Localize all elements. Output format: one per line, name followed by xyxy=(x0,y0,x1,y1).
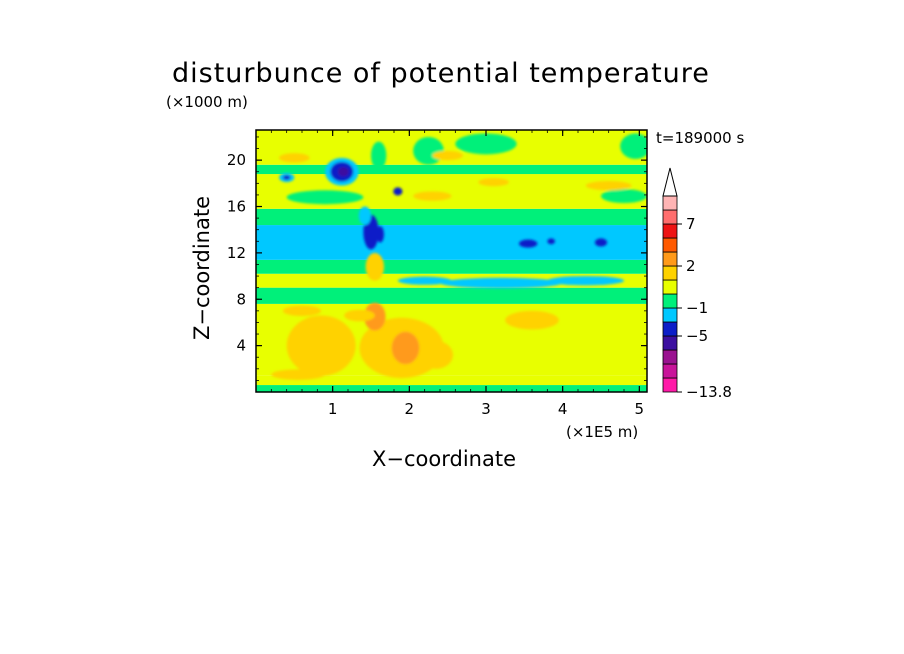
contour-blob-14 xyxy=(376,226,385,243)
colorbar-level-7 xyxy=(662,279,678,295)
contour-blob-4 xyxy=(344,309,375,322)
contour-band-5 xyxy=(256,259,647,274)
contour-blob-18 xyxy=(594,238,608,247)
colorbar-label-0: −13.8 xyxy=(686,383,732,401)
contour-blob-32 xyxy=(413,191,452,201)
contour-blob-35 xyxy=(432,150,463,161)
chart-title: disturbunce of potential temperature xyxy=(172,58,710,89)
x-tick-label-3: 4 xyxy=(558,400,568,418)
y-tick-label-2: 12 xyxy=(227,244,246,262)
contour-blob-8 xyxy=(282,305,322,317)
contour-blob-23 xyxy=(282,175,291,180)
colorbar-label-1: −5 xyxy=(686,327,708,345)
colorbar-level-6 xyxy=(662,293,678,309)
x-axis-label: X−coordinate xyxy=(372,447,516,471)
contour-band-1 xyxy=(256,375,647,386)
colorbar: −13.8 −5 −1 2 7 xyxy=(662,167,732,401)
colorbar-level-9 xyxy=(662,251,678,267)
contour-blob-11 xyxy=(440,277,563,289)
contour-blob-7 xyxy=(505,310,559,330)
contour-blob-0 xyxy=(286,315,356,376)
contour-blob-16 xyxy=(518,239,538,248)
contour-blob-29 xyxy=(286,190,364,205)
contour-blob-34 xyxy=(478,178,509,187)
y-tick-label-4: 20 xyxy=(227,151,246,169)
contour-blob-2 xyxy=(391,331,420,365)
colorbar-level-4 xyxy=(662,321,678,337)
contour-blob-9 xyxy=(365,252,385,281)
y-tick-label-1: 8 xyxy=(236,290,246,308)
contour-blob-25 xyxy=(371,141,387,170)
colorbar-level-8 xyxy=(662,265,678,281)
contour-blob-5 xyxy=(419,340,454,369)
x-tick-label-2: 3 xyxy=(481,400,491,418)
contour-blob-12 xyxy=(547,276,625,286)
colorbar-level-1 xyxy=(662,363,678,379)
colorbar-level-0 xyxy=(662,377,678,393)
colorbar-level-10 xyxy=(662,237,678,253)
contour-blob-21 xyxy=(338,167,349,177)
colorbar-level-12 xyxy=(662,209,678,225)
y-axis-unit: (×1000 m) xyxy=(166,93,248,111)
contour-blob-30 xyxy=(601,189,647,204)
contour-blob-31 xyxy=(279,153,310,163)
time-label: t=189000 s xyxy=(656,129,745,147)
colorbar-label-2: −1 xyxy=(686,299,708,317)
contour-band-9 xyxy=(256,164,647,175)
colorbar-label-4: 7 xyxy=(686,215,696,233)
contour-band-6 xyxy=(256,225,647,260)
x-tick-label-0: 1 xyxy=(328,400,338,418)
contour-blob-28 xyxy=(620,133,647,159)
contour-blob-17 xyxy=(547,238,556,245)
x-tick-label-1: 2 xyxy=(405,400,415,418)
contour-band-0 xyxy=(256,385,647,392)
contour-blob-24 xyxy=(393,187,403,196)
contour-blob-33 xyxy=(585,181,632,191)
contour-blob-10 xyxy=(397,276,452,285)
contour-blob-27 xyxy=(455,133,517,155)
colorbar-level-5 xyxy=(662,307,678,323)
contour-blob-15 xyxy=(358,206,371,226)
colorbar-level-2 xyxy=(662,349,678,365)
contour-blob-26 xyxy=(413,136,444,165)
colorbar-level-13 xyxy=(662,195,678,211)
contour-band-3 xyxy=(256,287,647,304)
y-tick-label-0: 4 xyxy=(236,337,246,355)
x-axis-unit: (×1E5 m) xyxy=(566,423,639,441)
contour-band-7 xyxy=(256,208,647,226)
y-tick-label-3: 16 xyxy=(227,198,246,216)
x-tick-label-4: 5 xyxy=(635,400,645,418)
contour-blob-6 xyxy=(271,369,325,380)
plot-frame xyxy=(255,129,648,393)
colorbar-label-3: 2 xyxy=(686,257,696,275)
contour-blob-3 xyxy=(364,302,386,331)
colorbar-level-3 xyxy=(662,335,678,351)
colorbar-level-11 xyxy=(662,223,678,239)
colorbar-max-arrow xyxy=(662,167,678,197)
contour-field xyxy=(256,130,647,392)
